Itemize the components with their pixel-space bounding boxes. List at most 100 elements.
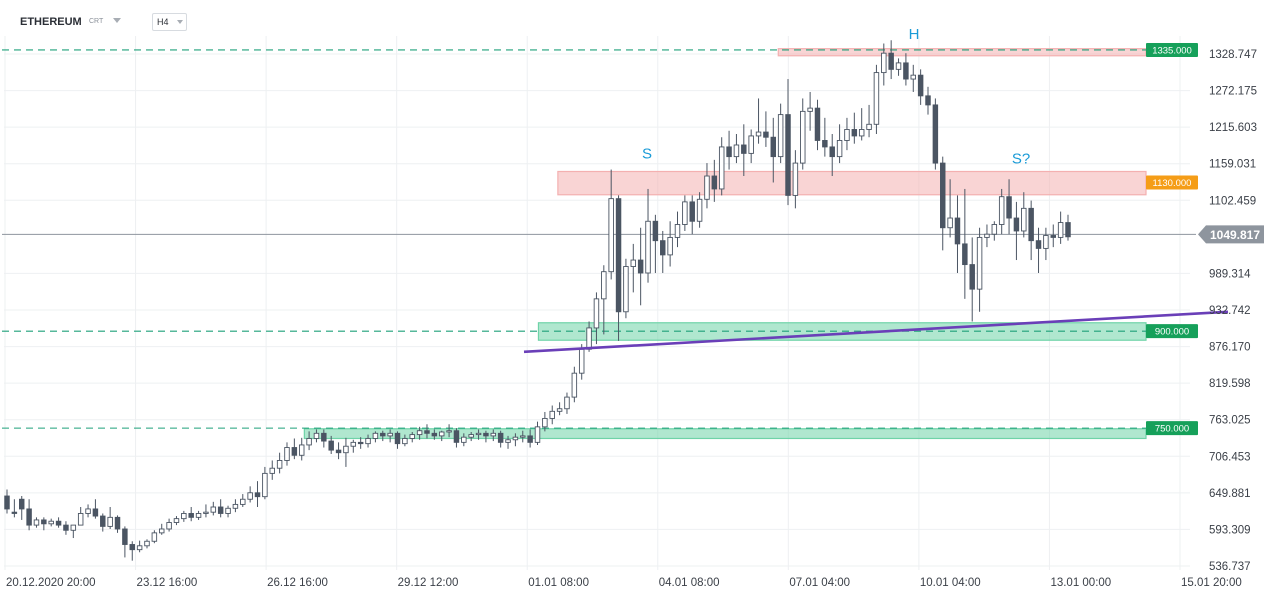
candle-body[interactable] <box>917 74 924 97</box>
candle-body[interactable] <box>402 438 408 445</box>
candle-body[interactable] <box>210 506 217 513</box>
candle-body[interactable] <box>1035 240 1042 249</box>
candle-body[interactable] <box>77 513 84 526</box>
candle-body[interactable] <box>866 123 872 130</box>
candle-body[interactable] <box>726 146 732 158</box>
candle-body[interactable] <box>601 271 607 300</box>
candle-body[interactable] <box>453 430 460 443</box>
candle-body[interactable] <box>181 513 187 520</box>
candle-body[interactable] <box>822 140 828 148</box>
candle-body[interactable] <box>195 513 202 518</box>
candle-body[interactable] <box>136 545 143 551</box>
candle-body[interactable] <box>733 144 740 158</box>
candle-body[interactable] <box>372 432 379 439</box>
candle-body[interactable] <box>468 434 474 438</box>
candle-body[interactable] <box>483 432 489 437</box>
candle-body[interactable] <box>755 131 762 137</box>
candle-body[interactable] <box>630 259 637 267</box>
symbol-name[interactable]: ETHEREUM <box>20 16 82 28</box>
candle-body[interactable] <box>763 131 769 138</box>
candle-body[interactable] <box>269 467 275 474</box>
candle-body[interactable] <box>63 524 69 531</box>
candle-body[interactable] <box>520 435 526 438</box>
candle-body[interactable] <box>1065 222 1071 238</box>
candle-body[interactable] <box>881 52 887 74</box>
candle-body[interactable] <box>998 196 1005 225</box>
candle-body[interactable] <box>682 201 688 225</box>
candle-body[interactable] <box>711 175 718 190</box>
candle-body[interactable] <box>571 372 578 398</box>
candle-body[interactable] <box>203 511 209 514</box>
candle-body[interactable] <box>144 540 150 547</box>
candle-body[interactable] <box>505 439 511 443</box>
candle-body[interactable] <box>313 432 320 439</box>
candle-body[interactable] <box>586 327 592 350</box>
candle-body[interactable] <box>1043 235 1049 249</box>
level-zone[interactable] <box>303 428 1147 440</box>
candle-body[interactable] <box>431 432 438 437</box>
candle-body[interactable] <box>645 220 651 274</box>
candle-body[interactable] <box>166 522 172 530</box>
candle-body[interactable] <box>704 175 710 200</box>
candle-body[interactable] <box>387 432 393 437</box>
candle-body[interactable] <box>984 233 990 238</box>
candle-body[interactable] <box>291 447 298 456</box>
candle-body[interactable] <box>55 520 62 526</box>
candle-body[interactable] <box>262 472 268 498</box>
candle-body[interactable] <box>556 408 563 412</box>
candle-body[interactable] <box>335 449 342 454</box>
candle-body[interactable] <box>217 506 224 514</box>
candle-body[interactable] <box>969 264 975 290</box>
candle-body[interactable] <box>416 430 423 436</box>
candle-body[interactable] <box>549 410 555 419</box>
candle-body[interactable] <box>254 492 261 498</box>
candle-body[interactable] <box>873 72 880 125</box>
candle-body[interactable] <box>151 532 158 542</box>
candle-body[interactable] <box>836 140 843 158</box>
candle-body[interactable] <box>1057 222 1064 238</box>
candle-body[interactable] <box>1013 217 1020 232</box>
candle-body[interactable] <box>689 201 695 222</box>
candle-body[interactable] <box>615 198 622 313</box>
candle-body[interactable] <box>298 444 305 456</box>
candle-body[interactable] <box>306 438 312 446</box>
candle-body[interactable] <box>858 129 865 137</box>
candle-body[interactable] <box>26 508 32 526</box>
candle-body[interactable] <box>129 544 135 551</box>
candle-body[interactable] <box>895 62 902 70</box>
candle-body[interactable] <box>19 498 25 510</box>
candle-body[interactable] <box>475 432 482 436</box>
candle-body[interactable] <box>777 114 784 158</box>
candle-body[interactable] <box>100 515 106 527</box>
candle-body[interactable] <box>240 498 246 505</box>
candle-body[interactable] <box>542 417 548 428</box>
candle-body[interactable] <box>748 135 754 154</box>
level-zone[interactable] <box>557 170 1147 196</box>
candle-body[interactable] <box>800 110 806 164</box>
candle-body[interactable] <box>637 259 644 274</box>
timeframe-select[interactable]: H4 <box>152 13 187 31</box>
candle-body[interactable] <box>92 508 99 517</box>
candle-body[interactable] <box>844 129 850 141</box>
candle-body[interactable] <box>1021 207 1027 232</box>
candle-body[interactable] <box>48 520 54 525</box>
candle-body[interactable] <box>173 518 180 523</box>
candle-body[interactable] <box>114 516 121 530</box>
candle-body[interactable] <box>188 513 194 518</box>
candle-body[interactable] <box>925 95 931 106</box>
candle-body[interactable] <box>1028 207 1034 242</box>
candle-body[interactable] <box>792 162 799 196</box>
candle-body[interactable] <box>527 435 533 443</box>
candle-body[interactable] <box>33 519 40 526</box>
candle-body[interactable] <box>962 243 968 266</box>
candle-body[interactable] <box>41 519 47 525</box>
candle-body[interactable] <box>461 436 467 443</box>
candle-body[interactable] <box>490 432 497 437</box>
candle-body[interactable] <box>232 503 239 509</box>
candle-body[interactable] <box>652 220 659 242</box>
candle-body[interactable] <box>718 146 725 190</box>
candle-body[interactable] <box>70 524 77 531</box>
candle-body[interactable] <box>343 445 349 454</box>
candle-body[interactable] <box>497 432 504 443</box>
